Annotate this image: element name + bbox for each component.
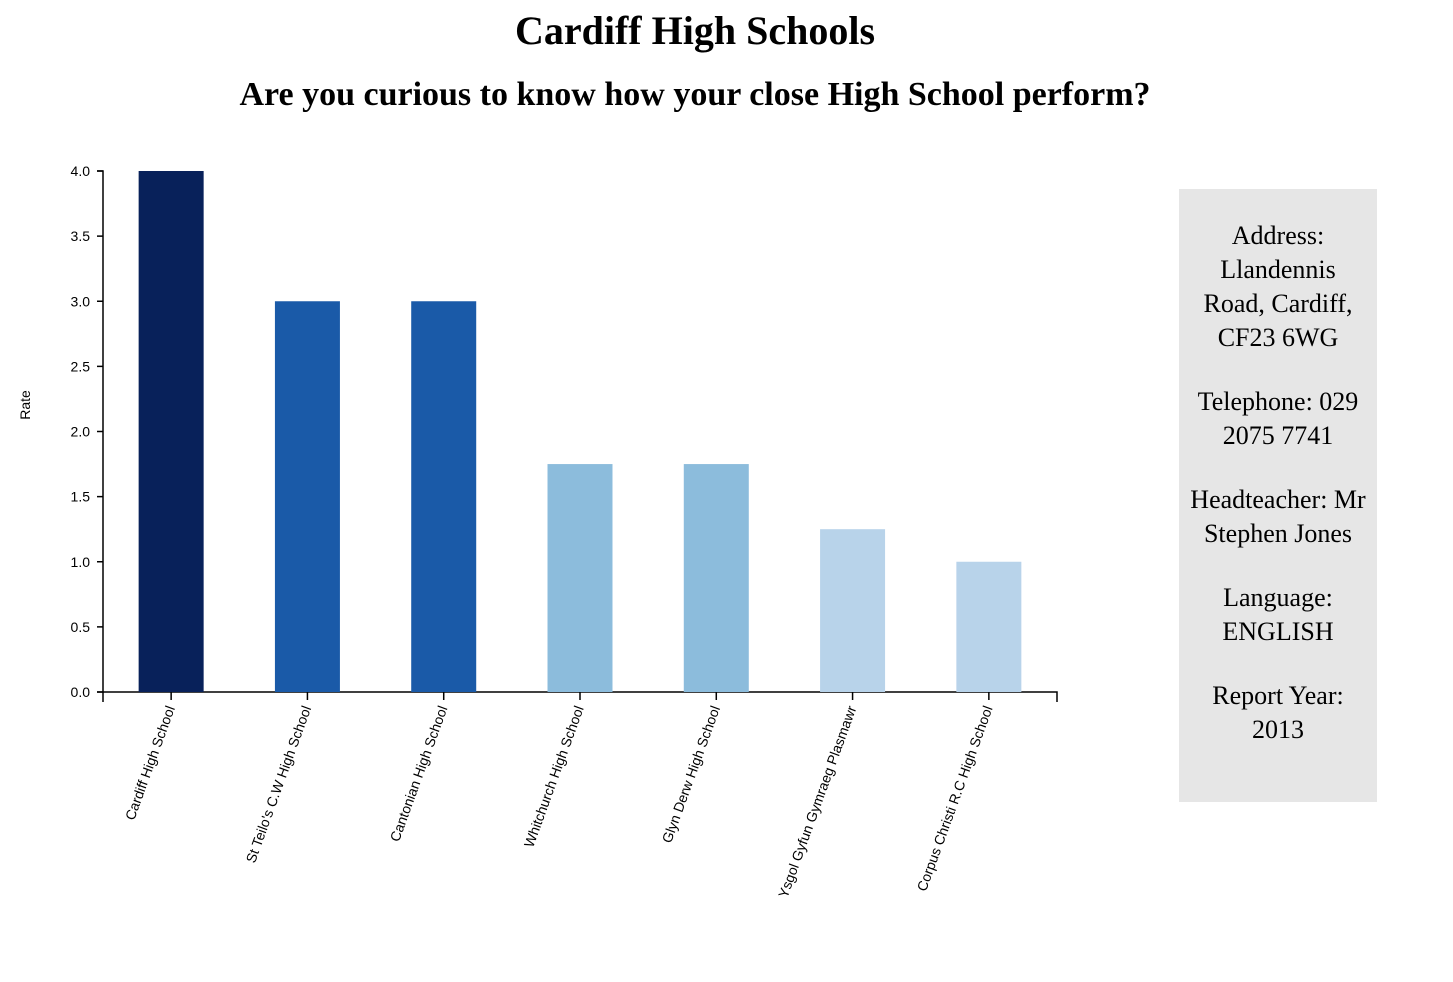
school-headteacher: Headteacher: Mr Stephen Jones <box>1190 485 1366 548</box>
x-tick-label: Corpus Christi R.C High School <box>914 704 996 894</box>
bar <box>411 301 477 692</box>
bar <box>820 529 886 692</box>
school-language: Language: ENGLISH <box>1222 583 1334 646</box>
y-tick-label: 3.0 <box>71 293 91 309</box>
x-tick-label: Ysgol Gyfun Gymraeg Plasmawr <box>775 703 860 900</box>
bars-group <box>138 171 1022 692</box>
school-address: Address: Llandennis Road, Cardiff, CF23 … <box>1203 221 1353 352</box>
y-tick-label: 4.0 <box>71 163 91 179</box>
x-tick-label: St Teilo's C.W High School <box>243 704 315 865</box>
bar <box>274 301 340 692</box>
bar <box>956 561 1022 692</box>
x-tick-label: Glyn Derw High School <box>659 704 724 845</box>
y-tick-label: 2.0 <box>71 424 91 440</box>
bar <box>547 464 613 692</box>
x-tick-label: Cardiff High School <box>122 704 178 823</box>
bar <box>138 171 204 692</box>
school-telephone: Telephone: 029 2075 7741 <box>1197 387 1359 450</box>
school-report-year: Report Year: 2013 <box>1212 681 1344 744</box>
y-tick-label: 3.5 <box>71 228 91 244</box>
x-tick-label: Cantonian High School <box>387 704 451 844</box>
page-title: Cardiff High Schools <box>514 8 876 53</box>
bar-chart: 0.0 0.5 1.0 1.5 2.0 2.5 3.0 3.5 4.0 Cardiff High… <box>17 163 1058 900</box>
bar <box>683 464 749 692</box>
x-tick-label: Whitchurch High School <box>521 704 587 850</box>
y-tick-label: 1.5 <box>71 489 91 505</box>
y-tick-label: 0.0 <box>71 684 91 700</box>
page-subtitle: Are you curious to know how your close H… <box>239 76 1151 113</box>
y-axis-label: Rate <box>17 390 33 420</box>
x-axis: Cardiff High School St Teilo's C.W High S… <box>102 691 1058 900</box>
y-axis: 0.0 0.5 1.0 1.5 2.0 2.5 3.0 3.5 4.0 <box>71 163 104 700</box>
y-tick-label: 0.5 <box>71 619 91 635</box>
y-tick-label: 2.5 <box>71 358 91 374</box>
y-tick-label: 1.0 <box>71 554 91 570</box>
school-info-panel: Address: Llandennis Road, Cardiff, CF23 … <box>1179 189 1377 802</box>
